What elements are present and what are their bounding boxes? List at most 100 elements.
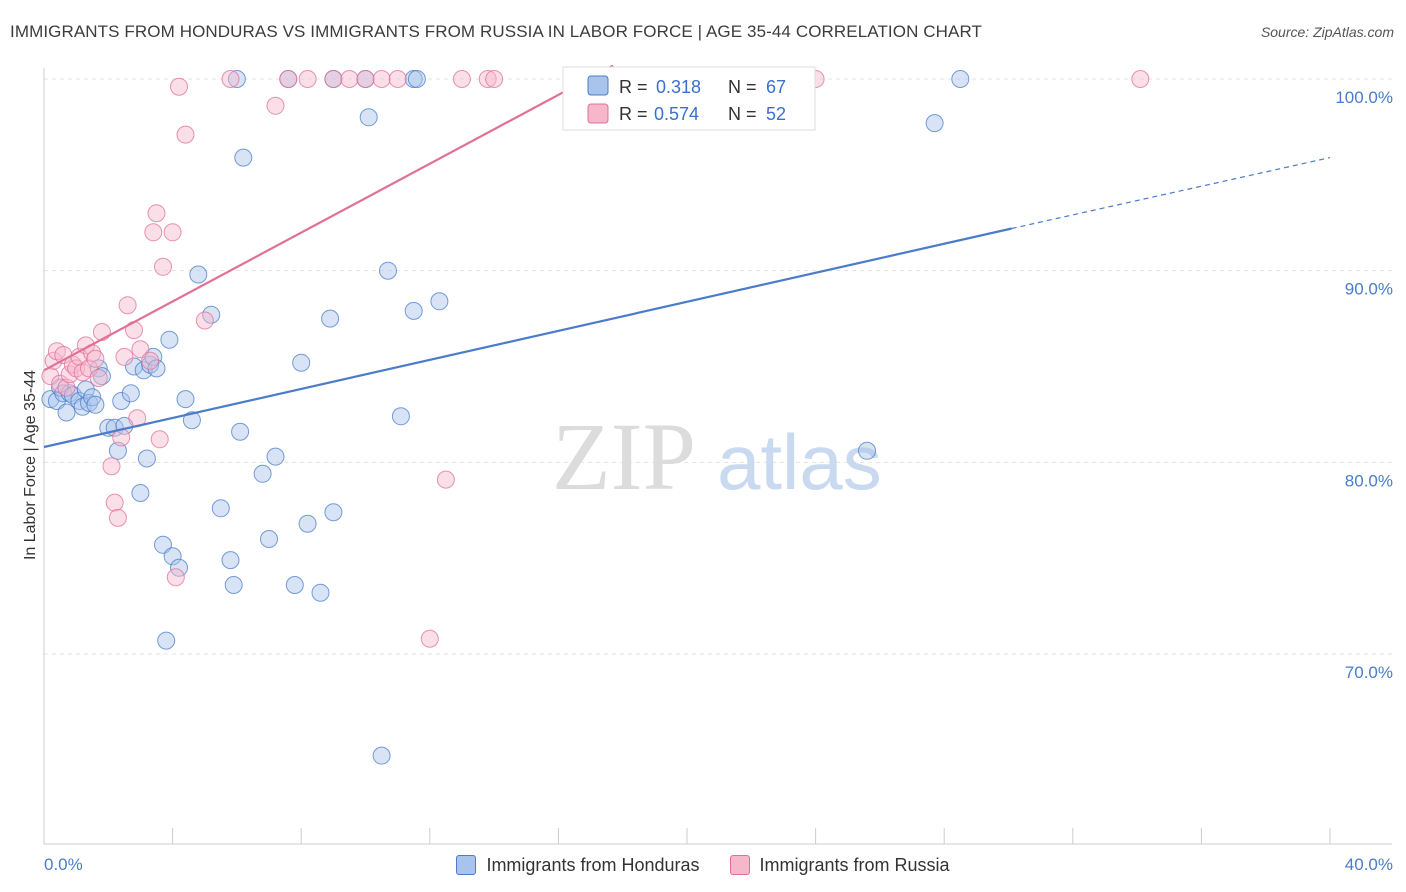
legend-label-russia: Immigrants from Russia xyxy=(759,854,950,875)
point-honduras-38 xyxy=(224,576,243,594)
point-russia-43 xyxy=(372,70,391,88)
legend-n-value-honduras: 67 xyxy=(766,77,786,97)
point-honduras-28 xyxy=(154,535,172,554)
point-russia-34 xyxy=(176,125,195,144)
point-honduras-48 xyxy=(321,309,340,328)
point-russia-36 xyxy=(221,70,240,88)
point-honduras-54 xyxy=(404,301,423,320)
x-tick-label-1: 40.0% xyxy=(1345,855,1393,874)
point-russia-46 xyxy=(436,470,455,489)
y-tick-label-1: 90.0% xyxy=(1345,280,1393,299)
point-honduras-47 xyxy=(311,583,330,602)
point-russia-51 xyxy=(1131,70,1150,88)
chart-title: IMMIGRANTS FROM HONDURAS VS IMMIGRANTS F… xyxy=(10,22,983,41)
point-honduras-20 xyxy=(121,384,140,403)
point-russia-21 xyxy=(115,347,134,366)
point-russia-16 xyxy=(92,323,111,341)
watermark: ZIP atlas xyxy=(552,403,882,510)
legend-item-honduras[interactable]: Immigrants from Honduras xyxy=(456,855,700,876)
point-honduras-4 xyxy=(57,403,76,422)
point-russia-19 xyxy=(108,508,127,527)
point-russia-18 xyxy=(105,493,124,512)
point-russia-37 xyxy=(266,96,285,115)
point-honduras-43 xyxy=(266,447,285,466)
point-honduras-65 xyxy=(227,70,246,88)
x-tick-labels: 0.0% 40.0% xyxy=(44,855,1393,874)
legend-n-label-1: N = xyxy=(728,77,757,97)
point-honduras-36 xyxy=(211,499,230,518)
point-honduras-50 xyxy=(359,108,378,127)
legend-n-label-2: N = xyxy=(728,104,757,124)
legend-swatch-honduras-bottom xyxy=(456,855,477,875)
trendline-honduras xyxy=(43,227,1012,449)
point-russia-30 xyxy=(154,257,172,276)
point-russia-22 xyxy=(118,296,137,315)
y-tick-label-3: 70.0% xyxy=(1345,663,1393,682)
legend-r-label-1: R = xyxy=(619,77,648,97)
y-tick-label-2: 80.0% xyxy=(1345,471,1393,490)
point-honduras-61 xyxy=(925,114,944,133)
point-russia-28 xyxy=(147,204,166,223)
point-russia-41 xyxy=(340,70,359,88)
point-russia-39 xyxy=(298,70,317,88)
point-honduras-31 xyxy=(170,558,188,577)
point-honduras-32 xyxy=(176,390,195,409)
point-honduras-45 xyxy=(292,353,311,372)
point-honduras-37 xyxy=(221,551,240,570)
y-tick-labels: 100.0% 90.0% 80.0% 70.0% xyxy=(1335,88,1393,682)
legend-item-russia[interactable]: Immigrants from Russia xyxy=(729,854,950,876)
point-honduras-27 xyxy=(147,359,166,378)
legend-swatch-honduras xyxy=(587,75,609,96)
point-russia-47 xyxy=(452,70,471,88)
legend-r-label-2: R = xyxy=(619,104,648,124)
point-russia-49 xyxy=(485,70,504,88)
y-tick-label-0: 100.0% xyxy=(1335,88,1393,107)
trendline-russia xyxy=(43,64,614,372)
source-label: Source: ZipAtlas.com xyxy=(1260,24,1394,40)
point-russia-15 xyxy=(89,369,108,387)
point-russia-40 xyxy=(324,70,343,88)
point-russia-32 xyxy=(166,568,185,587)
point-honduras-10 xyxy=(80,393,98,412)
point-honduras-46 xyxy=(298,514,317,533)
point-honduras-40 xyxy=(234,148,253,167)
legend-box: R = 0.318 N = 67 R = 0.574 N = 52 xyxy=(562,66,816,131)
point-honduras-63 xyxy=(157,631,176,650)
point-honduras-49 xyxy=(324,503,343,522)
point-russia-17 xyxy=(102,457,121,476)
point-honduras-60 xyxy=(858,441,876,460)
point-russia-31 xyxy=(163,223,182,242)
axes xyxy=(43,68,1392,845)
point-honduras-33 xyxy=(182,411,201,430)
point-honduras-51 xyxy=(372,746,391,765)
point-honduras-22 xyxy=(131,484,150,502)
watermark-atlas: atlas xyxy=(717,418,882,506)
point-russia-12 xyxy=(80,359,98,378)
point-honduras-30 xyxy=(163,547,182,566)
point-honduras-9 xyxy=(76,380,95,399)
point-honduras-42 xyxy=(260,530,278,548)
trend-lines xyxy=(43,64,1331,449)
point-russia-48 xyxy=(478,70,497,88)
point-russia-14 xyxy=(86,349,105,368)
point-honduras-52 xyxy=(379,261,397,280)
point-russia-45 xyxy=(420,629,439,648)
point-honduras-21 xyxy=(125,357,143,376)
point-russia-38 xyxy=(279,70,298,88)
x-tick-label-0: 0.0% xyxy=(44,855,83,874)
point-russia-27 xyxy=(144,223,163,242)
point-russia-44 xyxy=(388,70,407,88)
point-honduras-12 xyxy=(86,395,105,414)
point-honduras-55 xyxy=(430,292,449,311)
point-honduras-29 xyxy=(160,330,179,349)
point-honduras-18 xyxy=(112,392,131,410)
legend-r-value-honduras: 0.318 xyxy=(656,77,701,97)
point-honduras-24 xyxy=(137,449,156,468)
point-honduras-62 xyxy=(951,70,970,88)
point-russia-26 xyxy=(141,351,160,370)
y-axis-label: In Labor Force | Age 35-44 xyxy=(22,370,39,560)
point-russia-33 xyxy=(170,77,188,96)
point-russia-35 xyxy=(195,311,214,330)
watermark-zip: ZIP xyxy=(552,403,696,510)
